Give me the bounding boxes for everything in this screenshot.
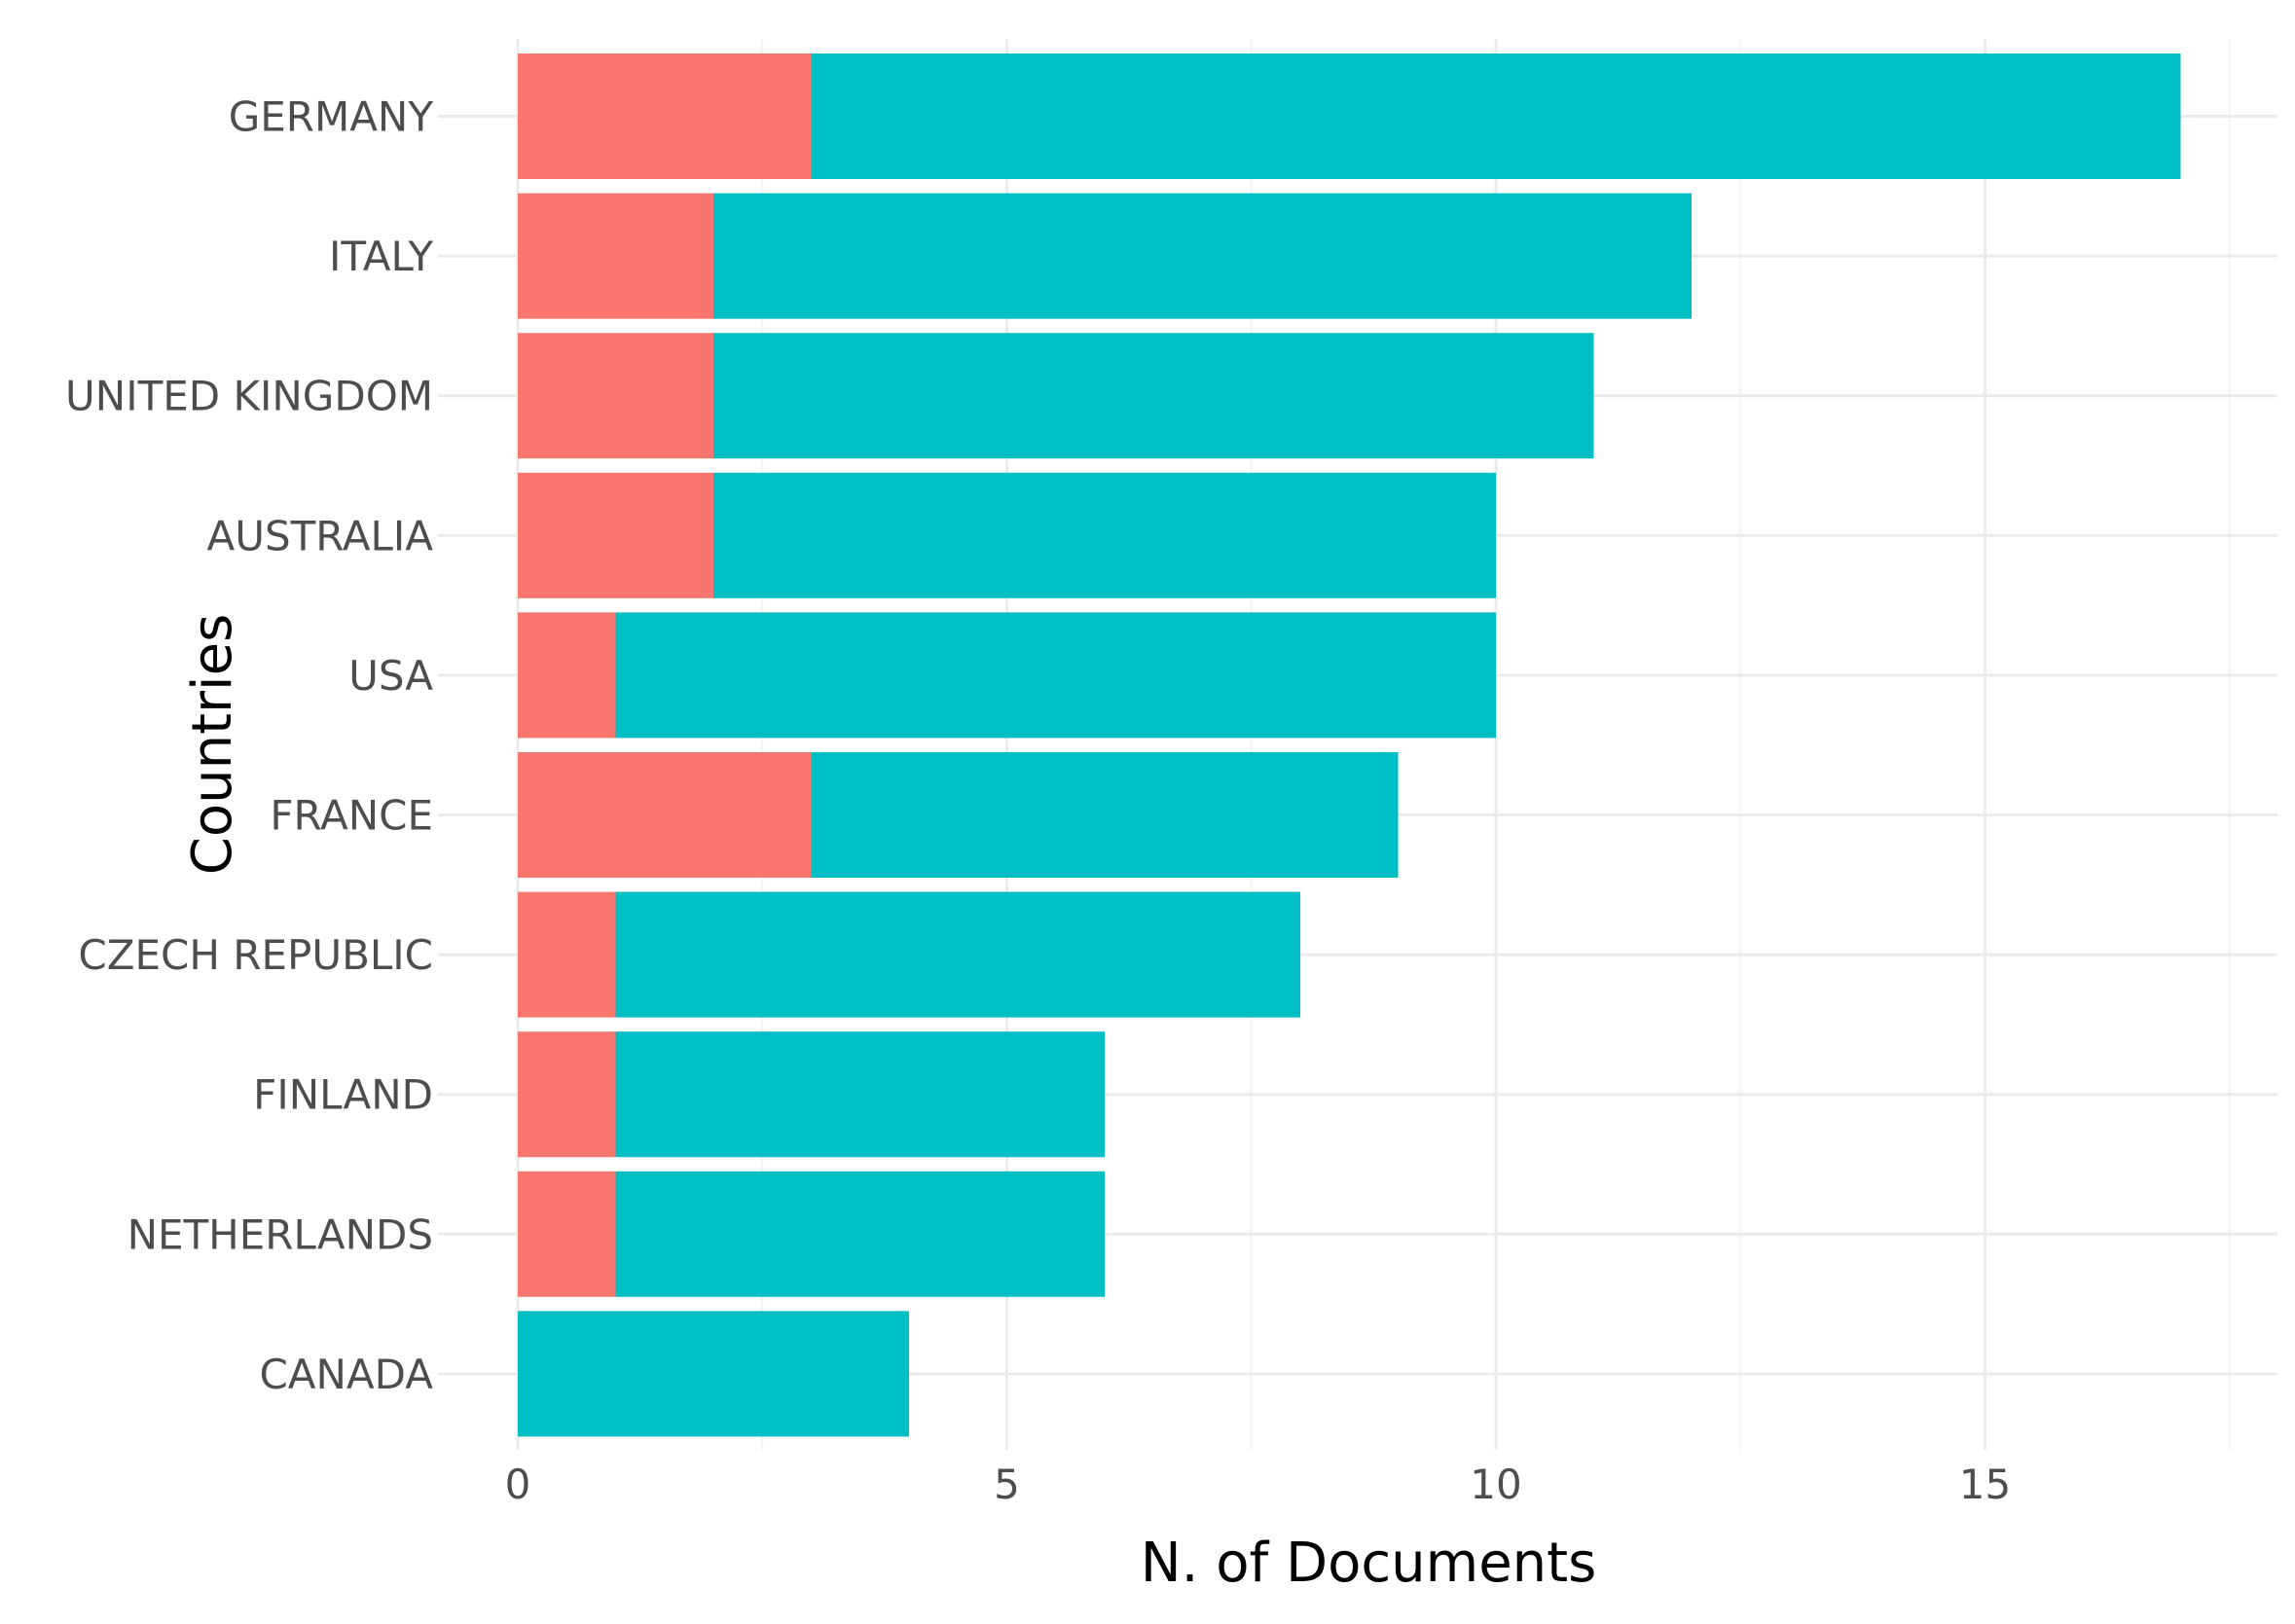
x-tick-label: 10 (1470, 1461, 1521, 1508)
bar-segment-2 (615, 1031, 1105, 1158)
bar-segment-1 (518, 891, 616, 1018)
y-tick-label: CANADA (259, 1351, 433, 1398)
y-tick-label: NETHERLANDS (128, 1210, 433, 1258)
y-tick-label: FRANCE (270, 792, 433, 840)
bar-layer (518, 54, 2181, 1437)
bar-segment-1 (518, 333, 713, 459)
bar-segment-1 (518, 54, 812, 179)
bar-segment-1 (518, 612, 616, 739)
bar-segment-2 (615, 612, 1496, 739)
y-tick-label: USA (348, 652, 433, 700)
y-tick-label: ITALY (329, 233, 433, 280)
bar-segment-1 (518, 1031, 616, 1158)
bar-segment-1 (518, 1171, 616, 1297)
y-axis-title: Countries (181, 614, 244, 876)
x-axis-title: N. of Documents (1141, 1532, 1597, 1595)
y-tick-label: GERMANY (229, 93, 434, 141)
x-tick-label: 5 (994, 1461, 1020, 1508)
label-layer: GERMANY ITALY UNITED KINGDOM AUSTRALIA USA FR… (65, 93, 2011, 1509)
bar-segment-2 (811, 54, 2181, 179)
y-tick-label: UNITED KINGDOM (65, 373, 433, 420)
bar-segment-1 (518, 752, 812, 878)
y-tick-label: AUSTRALIA (206, 512, 433, 559)
y-tick-label: FINLAND (253, 1071, 433, 1119)
bar-segment-2 (713, 333, 1594, 459)
bar-segment-2 (713, 193, 1692, 319)
x-tick-label: 15 (1959, 1461, 2011, 1508)
bar-segment-2 (615, 891, 1300, 1018)
bar-segment-2 (713, 472, 1496, 598)
bar-segment-2 (811, 752, 1399, 878)
bar-segment-2 (518, 1311, 909, 1437)
y-tick-label: CZECH REPUBLIC (78, 931, 433, 979)
x-tick-label: 0 (505, 1461, 531, 1508)
bar-segment-2 (615, 1171, 1105, 1297)
bar-segment-1 (518, 472, 713, 598)
bar-segment-1 (518, 193, 713, 319)
